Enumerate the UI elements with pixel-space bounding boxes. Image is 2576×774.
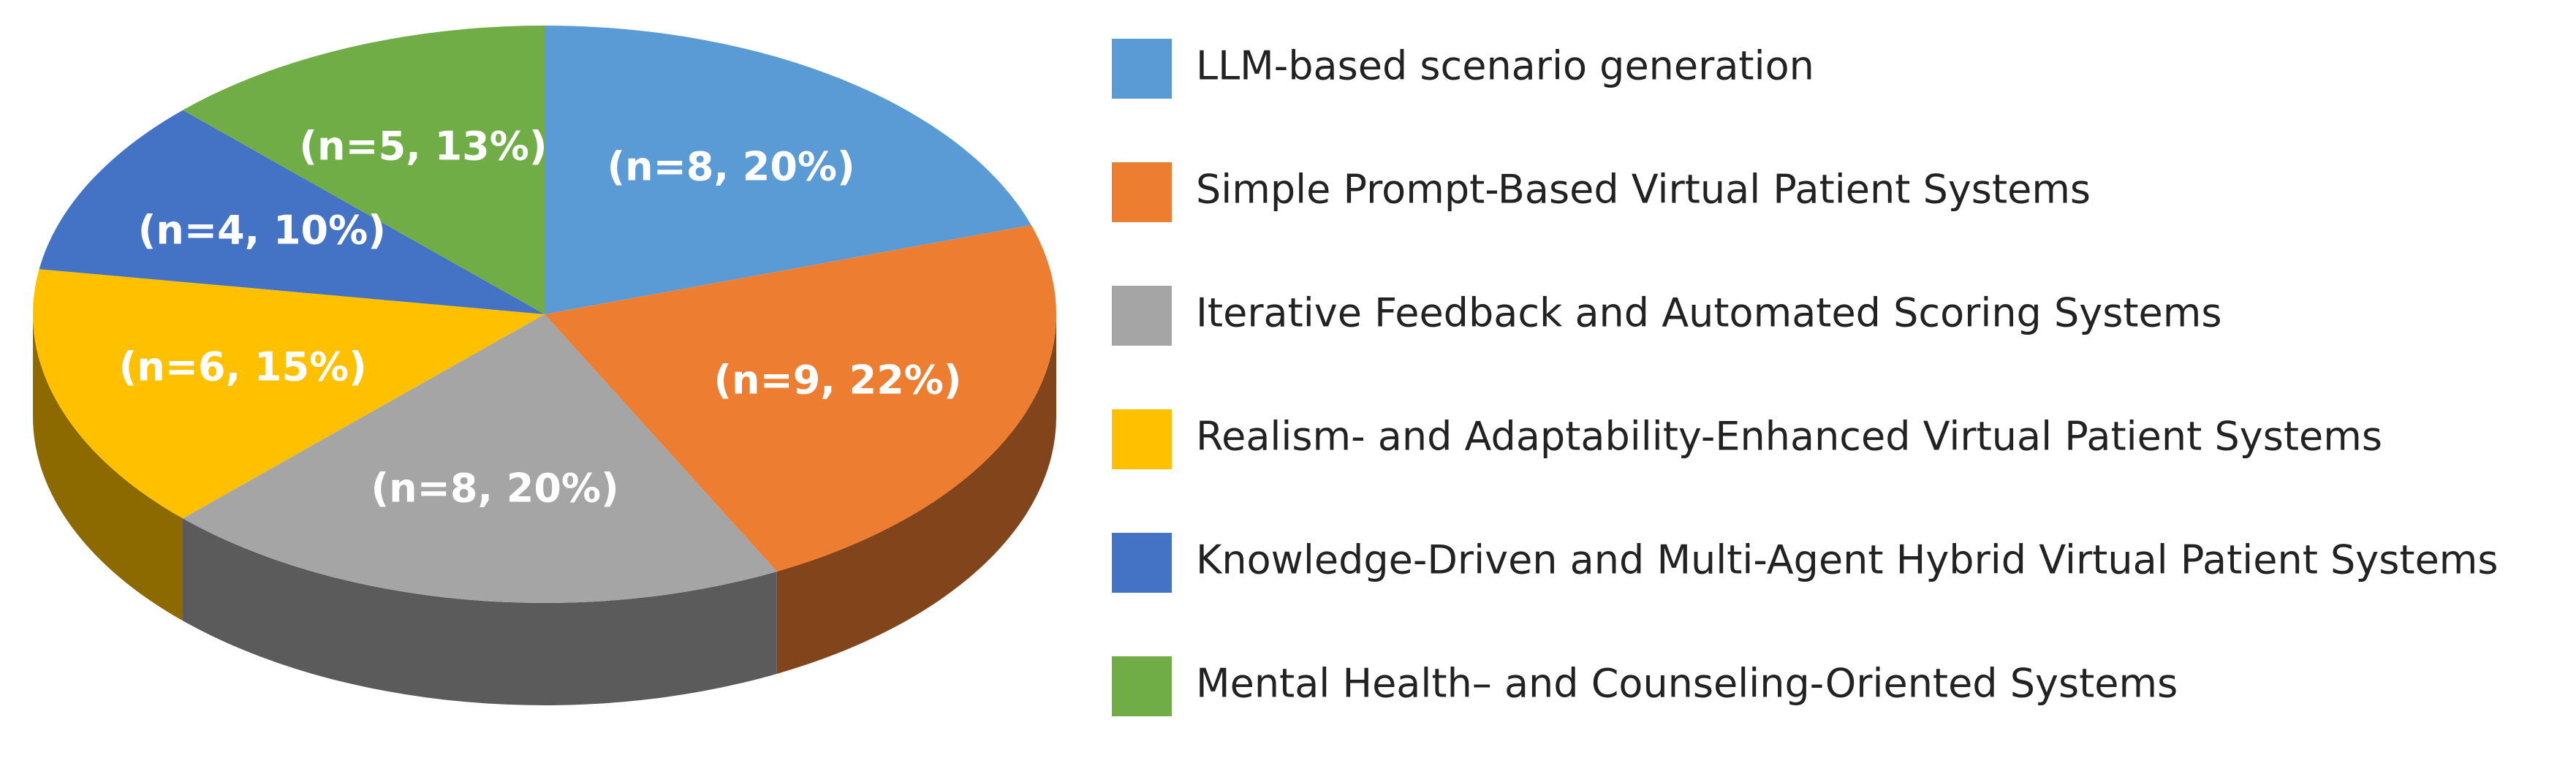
legend-swatch [1112, 162, 1172, 222]
legend-swatch [1112, 286, 1172, 346]
value-label: (n=9, 22%) [713, 357, 961, 403]
slice-side [33, 314, 183, 621]
slice [33, 269, 545, 519]
slice-side [776, 314, 1056, 674]
legend-label: Realism- and Adaptability-Enhanced Virtu… [1196, 414, 2382, 460]
slice [545, 26, 1031, 314]
slice [39, 110, 545, 315]
value-label: (n=4, 10%) [138, 207, 386, 253]
legend-swatch [1112, 39, 1172, 99]
value-label: (n=8, 20%) [371, 466, 619, 512]
slice-side [183, 518, 777, 705]
slice [545, 224, 1056, 572]
legend-label: LLM-based scenario generation [1196, 43, 1814, 89]
value-label: (n=6, 15%) [119, 344, 367, 390]
legend-label: Knowledge-Driven and Multi-Agent Hybrid … [1196, 537, 2499, 583]
legend-swatch [1112, 409, 1172, 469]
value-label: (n=5, 13%) [299, 123, 547, 169]
legend-label: Simple Prompt-Based Virtual Patient Syst… [1196, 167, 2091, 213]
slice [183, 314, 777, 603]
legend-label: Mental Health– and Counseling-Oriented S… [1196, 661, 2178, 707]
slice [183, 26, 545, 314]
legend-swatch [1112, 656, 1172, 716]
value-label: (n=8, 20%) [607, 144, 855, 190]
legend-label: Iterative Feedback and Automated Scoring… [1196, 290, 2222, 336]
legend-swatch [1112, 533, 1172, 593]
